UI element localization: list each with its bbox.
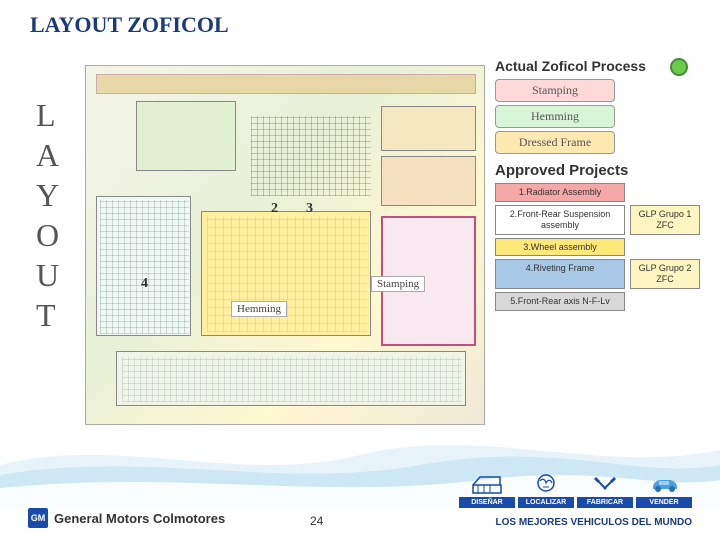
project-4: 4.Riveting Frame bbox=[495, 259, 625, 289]
project-5: 5.Front-Rear axis N-F-Lv bbox=[495, 292, 625, 311]
localizar-icon bbox=[529, 473, 563, 495]
project-2: 2.Front-Rear Suspension assembly bbox=[495, 205, 625, 235]
map-area-stamping: Stamping bbox=[371, 276, 425, 292]
footer-icon-strip: DISEÑAR LOCALIZAR FABRICAR bbox=[459, 470, 692, 508]
localizar-card: LOCALIZAR bbox=[518, 470, 574, 508]
gm-badge-icon: GM bbox=[28, 508, 48, 528]
tagline: LOS MEJORES VEHICULOS DEL MUNDO bbox=[495, 517, 692, 528]
company-name: General Motors Colmotores bbox=[54, 511, 225, 526]
project-glp1: GLP Grupo 1 ZFC bbox=[630, 205, 700, 235]
vender-card: VENDER bbox=[636, 470, 692, 508]
gm-logo: GM General Motors Colmotores bbox=[28, 508, 225, 528]
vertical-layout-label: L A Y O U T bbox=[36, 95, 59, 335]
map-marker-4: 4 bbox=[141, 276, 148, 292]
map-marker-2: 2 bbox=[271, 201, 278, 217]
vender-icon bbox=[647, 473, 681, 495]
approved-projects-header: Approved Projects bbox=[495, 162, 705, 179]
process-dressed-frame: Dressed Frame bbox=[495, 131, 615, 154]
map-marker-3: 3 bbox=[306, 201, 313, 217]
project-glp2: GLP Grupo 2 ZFC bbox=[630, 259, 700, 289]
process-hemming: Hemming bbox=[495, 105, 615, 128]
disenar-card: DISEÑAR bbox=[459, 470, 515, 508]
project-3: 3.Wheel assembly bbox=[495, 238, 625, 257]
map-area-hemming: Hemming bbox=[231, 301, 287, 317]
fabricar-card: FABRICAR bbox=[577, 470, 633, 508]
actual-process-header: Actual Zoficol Process bbox=[495, 58, 646, 74]
process-stamping: Stamping bbox=[495, 79, 615, 102]
plant-layout-map: Stamping Hemming 2 3 4 bbox=[85, 65, 485, 425]
disenar-icon bbox=[470, 473, 504, 495]
fabricar-icon bbox=[588, 473, 622, 495]
status-indicator-icon bbox=[670, 58, 688, 76]
project-1: 1.Radiator Assembly bbox=[495, 183, 625, 202]
right-panel: Actual Zoficol Process Stamping Hemming … bbox=[495, 58, 705, 314]
page-number: 24 bbox=[310, 514, 323, 528]
slide-title: LAYOUT ZOFICOL bbox=[30, 12, 229, 38]
footer: GM General Motors Colmotores 24 DISEÑAR … bbox=[0, 477, 720, 532]
